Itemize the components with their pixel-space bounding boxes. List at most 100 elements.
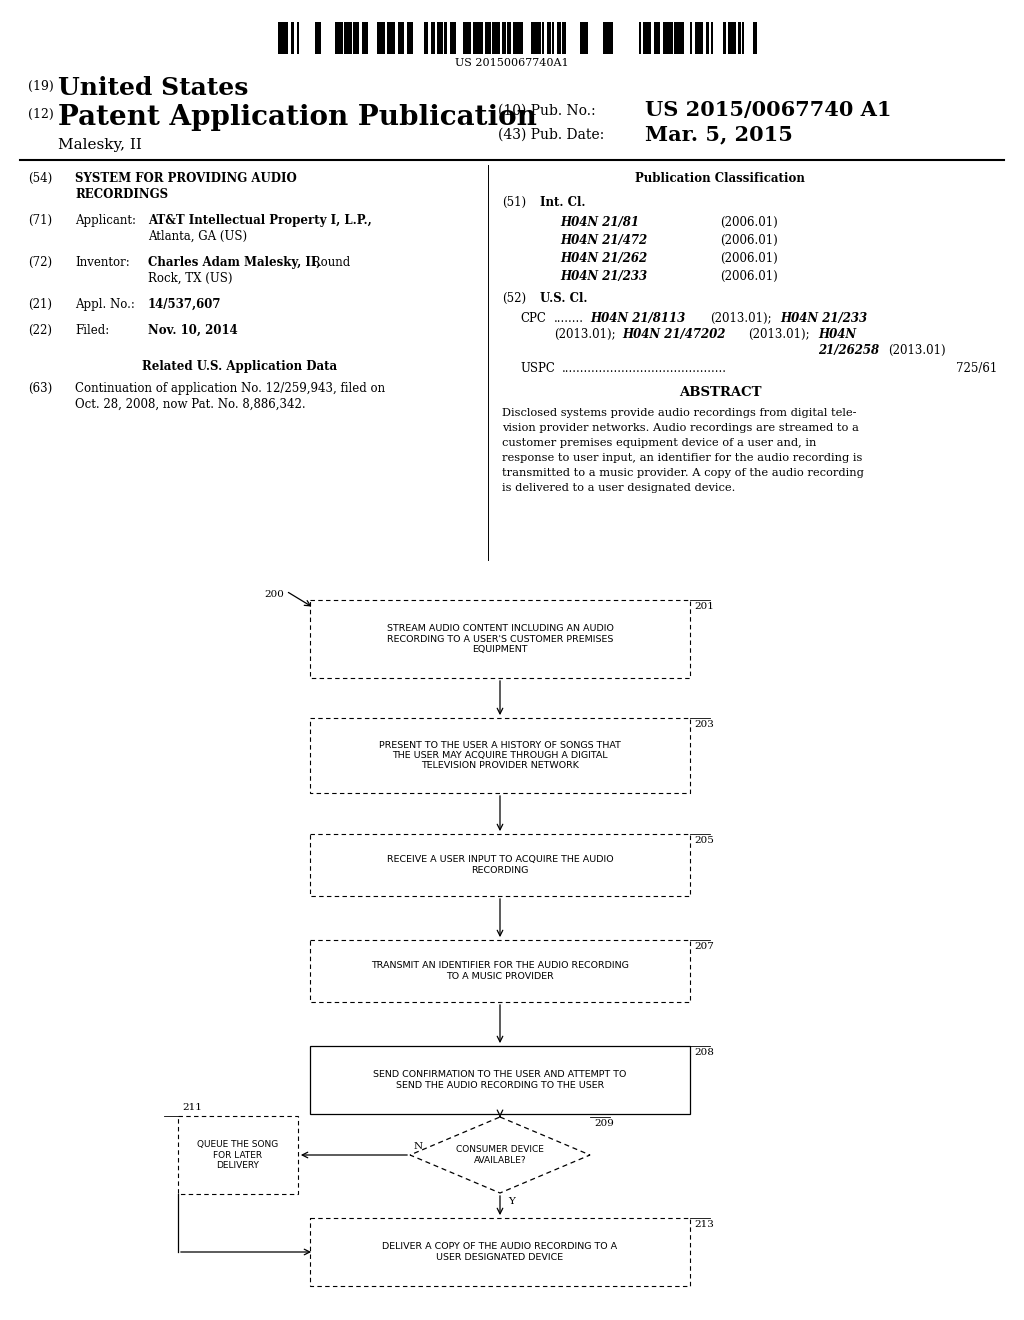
- Text: CPC: CPC: [520, 312, 546, 325]
- Bar: [723, 22, 726, 54]
- Bar: [297, 22, 299, 54]
- Bar: [398, 22, 404, 54]
- Text: Nov. 10, 2014: Nov. 10, 2014: [148, 323, 238, 337]
- Text: Round: Round: [308, 256, 350, 269]
- Text: (2013.01): (2013.01): [888, 345, 945, 356]
- Bar: [291, 22, 294, 54]
- Bar: [387, 22, 395, 54]
- Text: $\neg$201: $\neg$201: [694, 602, 723, 612]
- Text: CONSUMER DEVICE
AVAILABLE?: CONSUMER DEVICE AVAILABLE?: [456, 1146, 544, 1164]
- Text: (2013.01);: (2013.01);: [554, 327, 615, 341]
- Bar: [580, 22, 588, 54]
- Text: Disclosed systems provide audio recordings from digital tele-: Disclosed systems provide audio recordin…: [502, 408, 856, 418]
- Bar: [278, 22, 288, 54]
- Text: (22): (22): [28, 323, 52, 337]
- Text: (10) Pub. No.:: (10) Pub. No.:: [498, 104, 596, 117]
- Bar: [738, 22, 741, 54]
- Text: customer premises equipment device of a user and, in: customer premises equipment device of a …: [502, 438, 816, 447]
- Bar: [310, 940, 690, 1002]
- Text: Applicant:: Applicant:: [75, 214, 136, 227]
- Text: 201: 201: [694, 602, 714, 611]
- Text: H04N 21/81: H04N 21/81: [560, 216, 639, 228]
- Text: (12): (12): [28, 108, 53, 121]
- Bar: [728, 22, 736, 54]
- Text: STREAM AUDIO CONTENT INCLUDING AN AUDIO
RECORDING TO A USER'S CUSTOMER PREMISES
: STREAM AUDIO CONTENT INCLUDING AN AUDIO …: [387, 624, 613, 653]
- Bar: [603, 22, 613, 54]
- Text: (2013.01);: (2013.01);: [748, 327, 810, 341]
- Text: 21/26258: 21/26258: [818, 345, 880, 356]
- Bar: [473, 22, 483, 54]
- Text: N: N: [414, 1142, 423, 1151]
- Text: H04N 21/8113: H04N 21/8113: [590, 312, 685, 325]
- Bar: [424, 22, 428, 54]
- Bar: [547, 22, 551, 54]
- Text: US 20150067740A1: US 20150067740A1: [456, 58, 568, 69]
- Text: H04N 21/472: H04N 21/472: [560, 234, 647, 247]
- Bar: [502, 22, 506, 54]
- Bar: [344, 22, 352, 54]
- Bar: [643, 22, 651, 54]
- Text: 207: 207: [694, 942, 714, 950]
- Text: Charles Adam Malesky, II,: Charles Adam Malesky, II,: [148, 256, 321, 269]
- Bar: [542, 22, 544, 54]
- Text: (54): (54): [28, 172, 52, 185]
- Text: (19): (19): [28, 81, 53, 92]
- Text: H04N 21/47202: H04N 21/47202: [622, 327, 725, 341]
- Text: (52): (52): [502, 292, 526, 305]
- Text: 14/537,607: 14/537,607: [148, 298, 221, 312]
- Text: Related U.S. Application Data: Related U.S. Application Data: [142, 360, 338, 374]
- Text: Int. Cl.: Int. Cl.: [540, 195, 586, 209]
- Bar: [753, 22, 757, 54]
- Text: H04N: H04N: [818, 327, 856, 341]
- Bar: [310, 718, 690, 793]
- Text: USPC: USPC: [520, 362, 555, 375]
- Bar: [654, 22, 660, 54]
- Text: QUEUE THE SONG
FOR LATER
DELIVERY: QUEUE THE SONG FOR LATER DELIVERY: [198, 1140, 279, 1170]
- Bar: [431, 22, 435, 54]
- Text: (72): (72): [28, 256, 52, 269]
- Text: Patent Application Publication: Patent Application Publication: [58, 104, 537, 131]
- Bar: [552, 22, 554, 54]
- Bar: [557, 22, 561, 54]
- Text: Oct. 28, 2008, now Pat. No. 8,886,342.: Oct. 28, 2008, now Pat. No. 8,886,342.: [75, 399, 305, 411]
- Bar: [407, 22, 413, 54]
- Bar: [562, 22, 566, 54]
- Text: (2006.01): (2006.01): [720, 216, 778, 228]
- Text: United States: United States: [58, 77, 249, 100]
- Bar: [507, 22, 511, 54]
- Text: Publication Classification: Publication Classification: [635, 172, 805, 185]
- Text: (2006.01): (2006.01): [720, 234, 778, 247]
- Bar: [531, 22, 541, 54]
- Text: 200: 200: [264, 590, 284, 599]
- Text: Filed:: Filed:: [75, 323, 110, 337]
- Text: (2006.01): (2006.01): [720, 252, 778, 265]
- Bar: [335, 22, 343, 54]
- Bar: [690, 22, 692, 54]
- Bar: [463, 22, 471, 54]
- Bar: [742, 22, 744, 54]
- Text: is delivered to a user designated device.: is delivered to a user designated device…: [502, 483, 735, 492]
- Bar: [674, 22, 684, 54]
- Bar: [444, 22, 447, 54]
- Bar: [437, 22, 443, 54]
- Text: US 2015/0067740 A1: US 2015/0067740 A1: [645, 100, 892, 120]
- Text: ABSTRACT: ABSTRACT: [679, 385, 761, 399]
- Bar: [362, 22, 368, 54]
- Bar: [711, 22, 713, 54]
- Text: response to user input, an identifier for the audio recording is: response to user input, an identifier fo…: [502, 453, 862, 463]
- Text: H04N 21/262: H04N 21/262: [560, 252, 647, 265]
- Bar: [310, 834, 690, 896]
- Text: 725/61: 725/61: [956, 362, 997, 375]
- Text: ........: ........: [554, 312, 584, 325]
- Bar: [377, 22, 385, 54]
- Text: transmitted to a music provider. A copy of the audio recording: transmitted to a music provider. A copy …: [502, 469, 864, 478]
- Bar: [639, 22, 641, 54]
- Bar: [485, 22, 490, 54]
- Text: Inventor:: Inventor:: [75, 256, 130, 269]
- Text: H04N 21/233: H04N 21/233: [780, 312, 867, 325]
- Text: (2013.01);: (2013.01);: [710, 312, 772, 325]
- Text: RECORDINGS: RECORDINGS: [75, 187, 168, 201]
- Text: U.S. Cl.: U.S. Cl.: [540, 292, 588, 305]
- Text: SEND CONFIRMATION TO THE USER AND ATTEMPT TO
SEND THE AUDIO RECORDING TO THE USE: SEND CONFIRMATION TO THE USER AND ATTEMP…: [374, 1071, 627, 1090]
- Bar: [450, 22, 456, 54]
